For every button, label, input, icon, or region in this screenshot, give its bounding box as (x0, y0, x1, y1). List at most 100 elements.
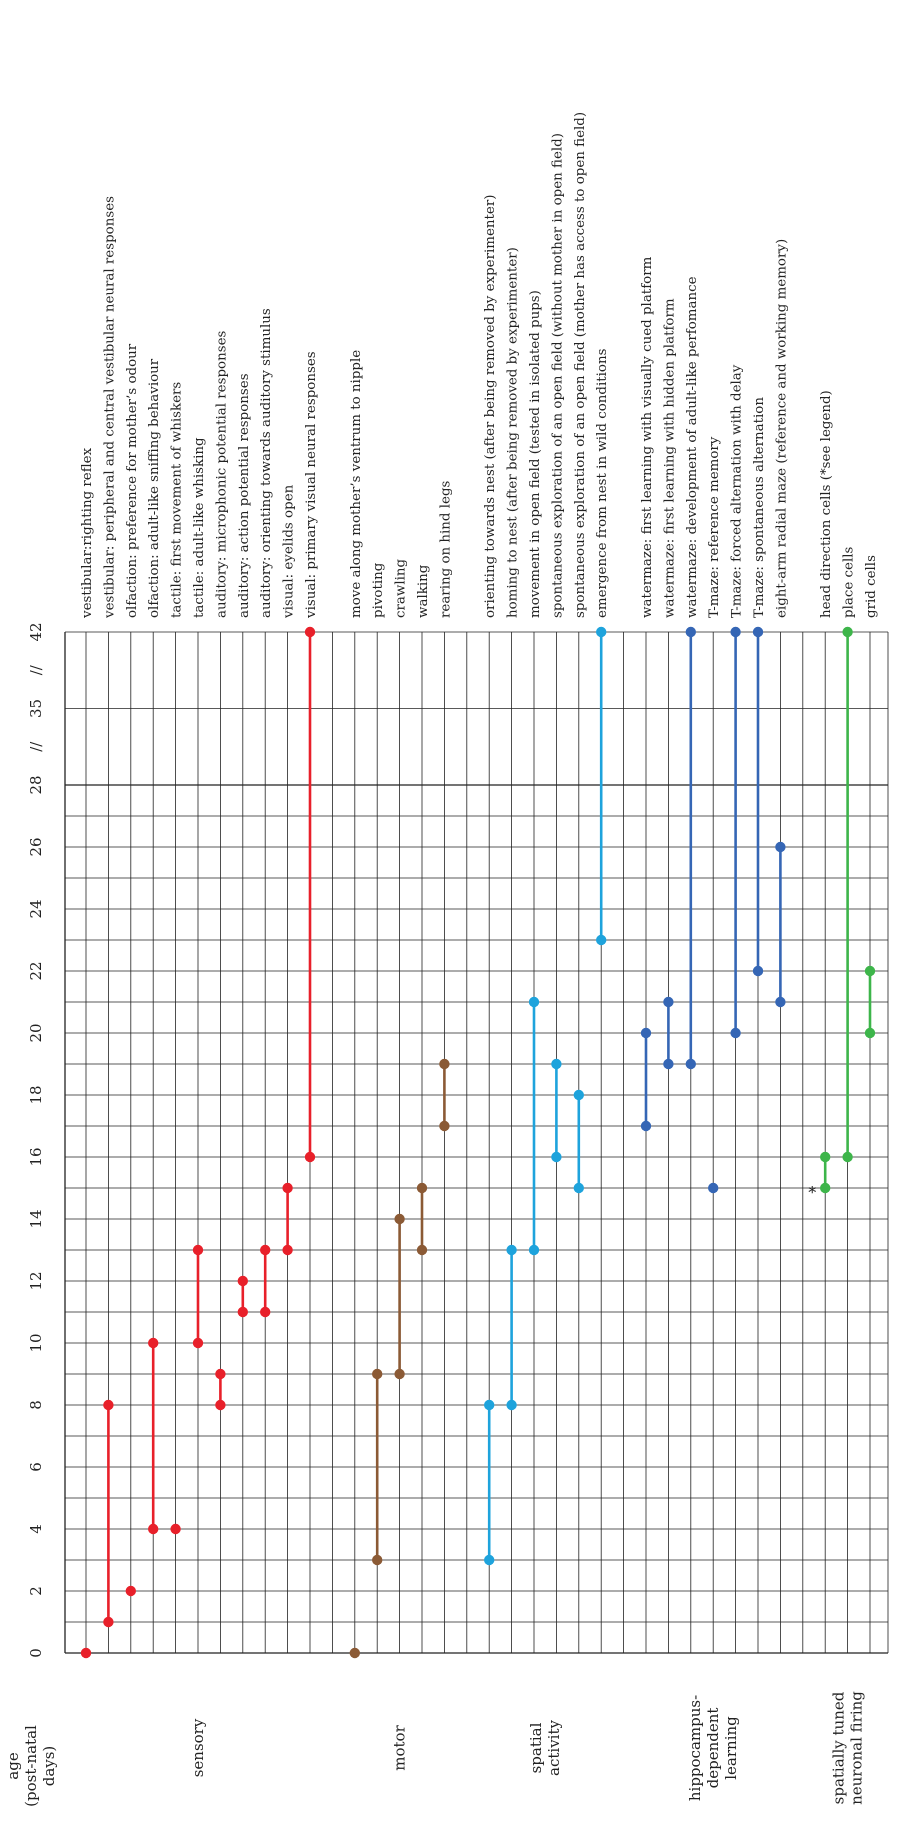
axis-label-line: age (4, 1752, 22, 1780)
event-start-dot (215, 1399, 226, 1411)
tick-label: 0 (27, 1648, 45, 1658)
event-start-dot (708, 1182, 719, 1194)
tick-label: 18 (27, 1085, 45, 1104)
event-end-dot (192, 1244, 204, 1256)
event-end-dot (640, 1027, 652, 1039)
event-start-dot (640, 1120, 652, 1132)
tick-label: // (27, 664, 45, 675)
event-label: crawling (394, 558, 409, 618)
group-label: dependent (704, 1708, 722, 1789)
event-label: watermaze: first learning with hidden pl… (662, 298, 677, 618)
event-label: olfaction: adult-like sniffing behaviour (147, 358, 162, 618)
tick-label: 10 (27, 1333, 45, 1352)
event-end-dot (820, 1151, 831, 1163)
event-label: visual: eyelids open (282, 484, 297, 619)
event-start-dot (663, 1058, 674, 1070)
event-start-dot (148, 1523, 159, 1535)
event-start-dot (372, 1554, 383, 1566)
event-end-dot (484, 1399, 495, 1411)
group-label: spatially tuned (830, 1691, 848, 1804)
event-start-dot (528, 1244, 540, 1256)
age-axis-label: age (post-natal days) (4, 1725, 58, 1807)
axis-label-line: days) (40, 1746, 58, 1787)
event-end-dot (372, 1368, 383, 1380)
tick-label: 16 (27, 1147, 45, 1166)
event-start-dot (730, 1027, 741, 1039)
event-start-dot (820, 1182, 831, 1194)
event-label: T-maze: reference memory (707, 436, 722, 618)
event-start-dot (685, 1058, 696, 1070)
event-start-dot (282, 1244, 293, 1256)
tick-label: // (27, 741, 45, 752)
group-label: learning (722, 1716, 740, 1780)
event-start-dot (752, 965, 764, 977)
event-label: vestibular: peripheral and central vesti… (102, 196, 117, 619)
tick-label: 35 (27, 699, 45, 718)
event-start-dot (80, 1647, 92, 1659)
tick-label: 4 (27, 1524, 45, 1534)
event-end-dot (260, 1244, 271, 1256)
event-end-dot (506, 1244, 517, 1256)
group-labels: sensory motor spatial activity hippocampus-d… (189, 1691, 866, 1805)
event-label: T-maze: forced alternation with delay (730, 364, 745, 618)
event-label: move along mother’s ventrum to nipple (349, 350, 364, 618)
event-start-dot (551, 1151, 562, 1163)
event-end-dot (864, 965, 876, 977)
event-label: walking (416, 564, 431, 618)
event-label: spontaneous exploration of an open field… (573, 112, 588, 618)
event-label: watermaze: development of adult-like per… (685, 276, 700, 618)
event-end-dot (394, 1213, 405, 1225)
event-end-dot (842, 626, 853, 638)
group-label: activity (545, 1720, 563, 1776)
event-end-dot (685, 626, 696, 638)
event-start-dot (864, 1027, 876, 1039)
tick-label: 24 (27, 899, 45, 918)
event-label: watermaze: first learning with visually … (640, 256, 655, 618)
event-start-dot (170, 1523, 181, 1535)
event-label: head direction cells (*see legend) (819, 390, 834, 618)
event-start-dot (304, 1151, 316, 1163)
event-label: vestibular:righting reflex (80, 447, 95, 619)
tick-label: 22 (27, 961, 45, 980)
grid-lines (64, 631, 889, 1654)
event-start-dot (506, 1399, 517, 1411)
event-label: movement in open field (tested in isolat… (528, 290, 543, 618)
event-end-dot (573, 1089, 584, 1101)
event-label: auditory: action potential responses (237, 373, 252, 618)
event-start-dot (573, 1182, 584, 1194)
event-series: * (80, 626, 876, 1659)
group-label: motor (391, 1724, 409, 1770)
tick-label: 28 (27, 775, 45, 794)
event-end-dot (551, 1058, 562, 1070)
event-label: emergence from nest in wild conditions (595, 348, 610, 618)
event-label: eight-arm radial maze (reference and wor… (774, 239, 789, 618)
group-label: sensory (189, 1718, 207, 1777)
event-start-dot (775, 996, 786, 1008)
event-start-dot (484, 1554, 495, 1566)
event-start-dot (842, 1151, 853, 1163)
event-label: olfaction: preference for mother’s odour (125, 343, 140, 618)
tick-label: 42 (27, 622, 45, 641)
tick-label: 2 (27, 1586, 45, 1596)
event-end-dot (752, 626, 764, 638)
event-label: orienting towards nest (after being remo… (483, 195, 498, 618)
tick-label: 26 (27, 837, 45, 856)
tick-label: 12 (27, 1271, 45, 1290)
tick-label: 14 (27, 1209, 45, 1228)
event-end-dot (775, 841, 786, 853)
event-end-dot (439, 1058, 450, 1070)
event-label: T-maze: spontaneous alternation (752, 397, 767, 618)
event-marker-asterisk: * (808, 1183, 816, 1202)
event-end-dot (304, 626, 316, 638)
event-label: rearing on hind legs (438, 480, 453, 618)
tick-label: 6 (27, 1462, 45, 1472)
event-label: pivoting (371, 562, 386, 618)
event-end-dot (528, 996, 540, 1008)
event-end-dot (103, 1399, 114, 1411)
event-end-dot (237, 1275, 248, 1287)
axis-label-line: (post-natal (22, 1725, 40, 1807)
event-end-dot (596, 626, 607, 638)
event-end-dot (148, 1337, 159, 1349)
